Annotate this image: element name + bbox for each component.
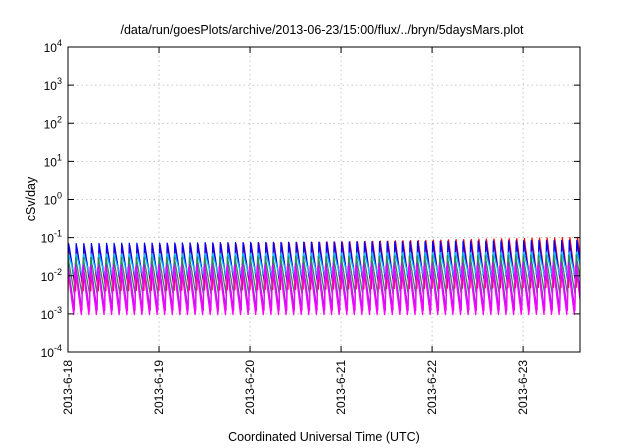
y-tick-labels: 10-4 10-3 10-2 10-1 100 101 102 103 104 bbox=[41, 38, 62, 360]
x-tick-labels: 2013-6-18 2013-6-19 2013-6-20 2013-6-21 2013… bbox=[61, 360, 530, 415]
series-line bbox=[68, 254, 580, 295]
tick-layer bbox=[67, 46, 580, 353]
x-axis-label: Coordinated Universal Time (UTC) bbox=[228, 430, 420, 444]
y-tick-label: 102 bbox=[44, 114, 62, 131]
y-tick-label: 100 bbox=[44, 191, 62, 208]
y-tick-label: 104 bbox=[44, 38, 62, 55]
x-tick-label: 2013-6-18 bbox=[61, 360, 75, 415]
y-tick-label: 103 bbox=[44, 76, 62, 93]
series-line bbox=[68, 261, 580, 312]
y-axis-label: cSv/day bbox=[24, 176, 38, 221]
x-tick-label: 2013-6-19 bbox=[152, 360, 166, 415]
y-tick-label: 10-3 bbox=[41, 305, 62, 322]
x-tick-label: 2013-6-23 bbox=[516, 360, 530, 415]
x-tick-label: 2013-6-22 bbox=[425, 360, 439, 415]
series-layer bbox=[68, 236, 580, 316]
chart-title: /data/run/goesPlots/archive/2013-06-23/1… bbox=[120, 23, 524, 37]
grid bbox=[68, 47, 580, 352]
y-tick-label: 10-4 bbox=[41, 343, 62, 360]
y-tick-label: 101 bbox=[44, 152, 62, 169]
series-line bbox=[68, 236, 580, 292]
x-tick-label: 2013-6-20 bbox=[243, 360, 257, 415]
series-line bbox=[68, 265, 580, 316]
y-tick-label: 10-1 bbox=[41, 229, 62, 246]
x-tick-label: 2013-6-21 bbox=[334, 360, 348, 415]
y-tick-label: 10-2 bbox=[41, 267, 62, 284]
